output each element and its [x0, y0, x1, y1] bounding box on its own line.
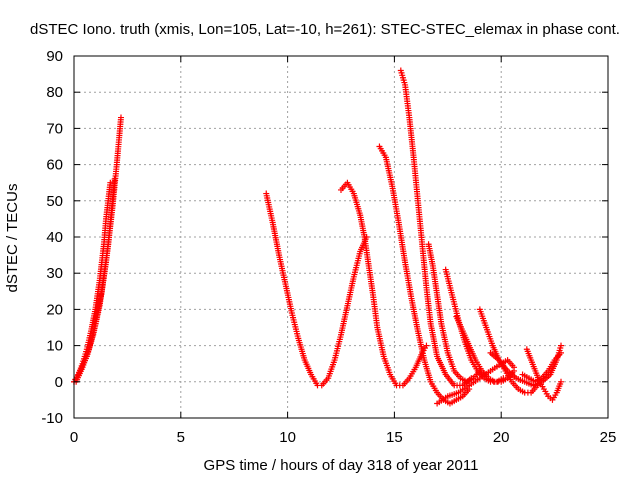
data-point	[111, 176, 118, 183]
data-point	[423, 342, 430, 349]
series-3	[73, 176, 118, 385]
y-tick-label: 70	[46, 120, 63, 137]
y-tick-label: -10	[41, 410, 63, 427]
x-tick-label: 10	[279, 429, 296, 446]
x-tick-label: 20	[493, 429, 510, 446]
series-7	[397, 67, 475, 389]
series-5	[338, 179, 430, 389]
data-point	[558, 378, 565, 385]
y-tick-label: 50	[46, 193, 63, 210]
x-tick-label: 15	[386, 429, 403, 446]
y-tick-label: 60	[46, 157, 63, 174]
series-8	[425, 241, 483, 385]
y-tick-label: 20	[46, 301, 63, 318]
series-1	[71, 179, 114, 385]
y-tick-label: 40	[46, 229, 63, 246]
series-2	[71, 114, 124, 385]
grid	[74, 56, 608, 418]
series-11	[476, 306, 541, 396]
data-point	[558, 349, 565, 356]
y-tick-label: 0	[55, 374, 63, 391]
data-points	[71, 67, 565, 407]
series-15	[519, 349, 565, 385]
x-tick-label: 25	[600, 429, 617, 446]
data-point	[117, 114, 124, 121]
y-tick-label: 80	[46, 84, 63, 101]
x-tick-label: 5	[177, 429, 185, 446]
y-tick-label: 10	[46, 338, 63, 355]
axis-ticks: 0 5 10 15 20 25 -10 0 10 20 30 40 50 60 70 80 90	[41, 48, 616, 446]
data-point	[558, 342, 565, 349]
y-axis-title: dSTEC / TECUs	[4, 184, 21, 293]
chart-title: dSTEC Iono. truth (xmis, Lon=105, Lat=-1…	[30, 21, 620, 38]
y-tick-label: 90	[46, 48, 63, 65]
x-tick-label: 0	[70, 429, 78, 446]
series-4	[263, 190, 370, 389]
data-point	[511, 364, 518, 371]
series-13	[487, 342, 565, 389]
series-6	[376, 143, 473, 407]
x-axis-title: GPS time / hours of day 318 of year 2011	[204, 457, 479, 474]
y-tick-label: 30	[46, 265, 63, 282]
